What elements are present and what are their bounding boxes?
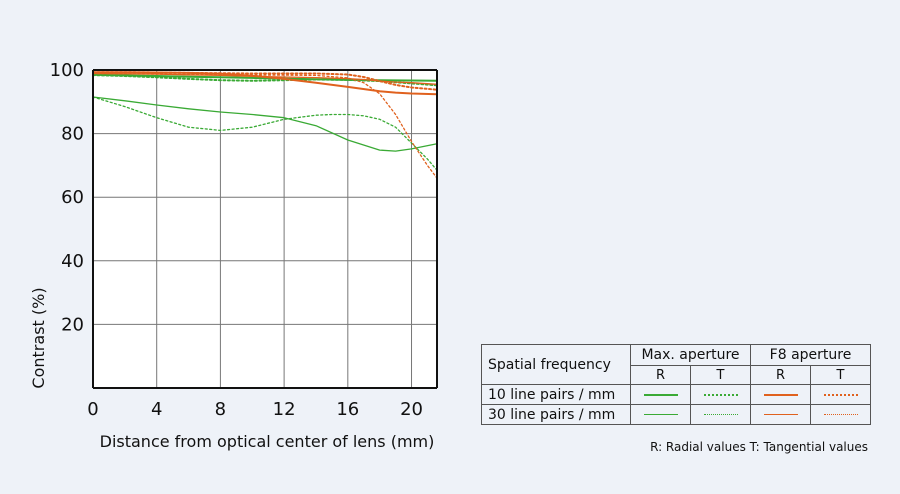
legend-swatch-30lp-f8-r bbox=[750, 404, 811, 425]
y-tick-label: 60 bbox=[61, 187, 84, 208]
x-tick-label: 8 bbox=[215, 399, 226, 420]
x-tick-label: 12 bbox=[273, 399, 296, 420]
legend-sub-max-r: R bbox=[630, 365, 691, 385]
chart-series bbox=[92, 71, 438, 179]
legend-sub-f8-r: R bbox=[750, 365, 811, 385]
legend-swatch-10lp-max-r bbox=[630, 384, 691, 405]
y-tick-label: 80 bbox=[61, 124, 84, 145]
x-axis-title: Distance from optical center of lens (mm… bbox=[100, 432, 435, 451]
legend-swatch-30lp-max-t bbox=[690, 404, 751, 425]
y-tick-label: 40 bbox=[61, 251, 84, 272]
y-tick-label: 20 bbox=[61, 314, 84, 335]
series-line-f8-30lp-t bbox=[92, 72, 438, 179]
legend-note: R: Radial values T: Tangential values bbox=[650, 440, 868, 454]
legend-header-spatial-frequency: Spatial frequency bbox=[481, 344, 631, 385]
legend-row-30lp: 30 line pairs / mm bbox=[481, 404, 631, 425]
y-tick-label: 100 bbox=[50, 60, 84, 81]
legend-sub-max-t: T bbox=[690, 365, 751, 385]
x-tick-label: 16 bbox=[336, 399, 359, 420]
chart-tick-labels: 0 4 8 12 16 20 20 40 60 80 100 bbox=[50, 60, 423, 420]
chart-axes bbox=[92, 69, 438, 389]
x-tick-label: 4 bbox=[151, 399, 162, 420]
y-axis-title: Contrast (%) bbox=[29, 287, 48, 388]
series-line-max-30lp-t bbox=[92, 96, 438, 171]
legend-group-f8-aperture: F8 aperture bbox=[750, 344, 871, 366]
x-tick-label: 20 bbox=[400, 399, 423, 420]
legend-swatch-30lp-max-r bbox=[630, 404, 691, 425]
legend-table: Spatial frequency Max. aperture F8 apert… bbox=[481, 344, 871, 425]
legend-swatch-10lp-max-t bbox=[690, 384, 751, 405]
legend-sub-f8-t: T bbox=[810, 365, 871, 385]
plot-area bbox=[93, 70, 437, 388]
legend-swatch-30lp-f8-t bbox=[810, 404, 871, 425]
x-tick-label: 0 bbox=[87, 399, 98, 420]
chart-grid bbox=[93, 70, 437, 388]
series-line-f8-10lp-t bbox=[92, 71, 438, 91]
series-line-max-30lp-r bbox=[92, 96, 438, 152]
legend-swatch-10lp-f8-r bbox=[750, 384, 811, 405]
legend-swatch-10lp-f8-t bbox=[810, 384, 871, 405]
legend-row-10lp: 10 line pairs / mm bbox=[481, 384, 631, 405]
legend-group-max-aperture: Max. aperture bbox=[630, 344, 751, 366]
